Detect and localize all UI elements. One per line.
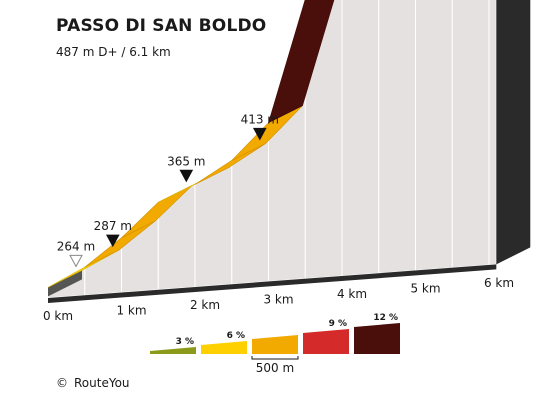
profile-right-face [496,0,531,265]
profile-side-faces [47,0,531,303]
legend-scale-bracket [251,356,299,360]
x-tick-label-4: 4 km [337,287,367,301]
x-tick-label-3: 3 km [263,293,293,307]
legend-swatch-1 [201,341,247,354]
legend-swatch-3 [303,329,349,354]
profile-base-edge [48,264,497,303]
legend-label-1: 6 % [227,331,245,341]
elevation-label-0: 264 m [57,239,95,253]
credit-text: RouteYou [74,376,130,390]
elevation-label-3: 413 m [241,112,279,126]
elevation-marker-1 [105,234,120,248]
profile-segment-6 [268,0,335,124]
profile-side-4 [194,159,233,288]
profile-top-faces [47,0,335,288]
x-tick-label-1: 1 km [116,304,146,318]
profile-side-10 [415,0,453,272]
legend-swatch-0 [150,347,196,354]
profile-side-8 [341,0,380,277]
legend-label-4: 12 % [373,313,398,323]
legend-scale-label: 500 m [256,361,294,375]
elevation-label-2: 365 m [167,154,205,168]
legend: 3 % 6 % 9 % 12 % 500 m [150,313,400,375]
profile-side-9 [378,0,416,274]
elevation-label-1: 287 m [94,219,132,233]
elevation-marker-2 [179,169,194,183]
x-tick-label-5: 5 km [410,282,440,296]
elevation-marker-3 [252,127,267,141]
chart-title: PASSO DI SAN BOLDO [56,16,267,36]
profile-left-cap [48,270,82,297]
legend-label-3: 9 % [329,319,347,329]
elevation-marker-0 [69,254,83,268]
copyright-icon: © [56,376,68,390]
legend-swatch-2 [252,335,298,354]
x-axis: 0 km 1 km 2 km 3 km 4 km 5 km 6 km [43,276,514,323]
profile-side-11 [451,0,490,269]
x-tick-label-0: 0 km [43,309,73,323]
legend-swatch-4 [354,323,400,354]
chart-subtitle: 487 m D+ / 6.1 km [56,45,171,59]
legend-label-0: 3 % [176,337,194,347]
profile-side-12 [488,0,497,266]
credit: © RouteYou [56,376,130,390]
x-tick-label-2: 2 km [190,298,220,312]
x-tick-label-6: 6 km [484,276,514,290]
